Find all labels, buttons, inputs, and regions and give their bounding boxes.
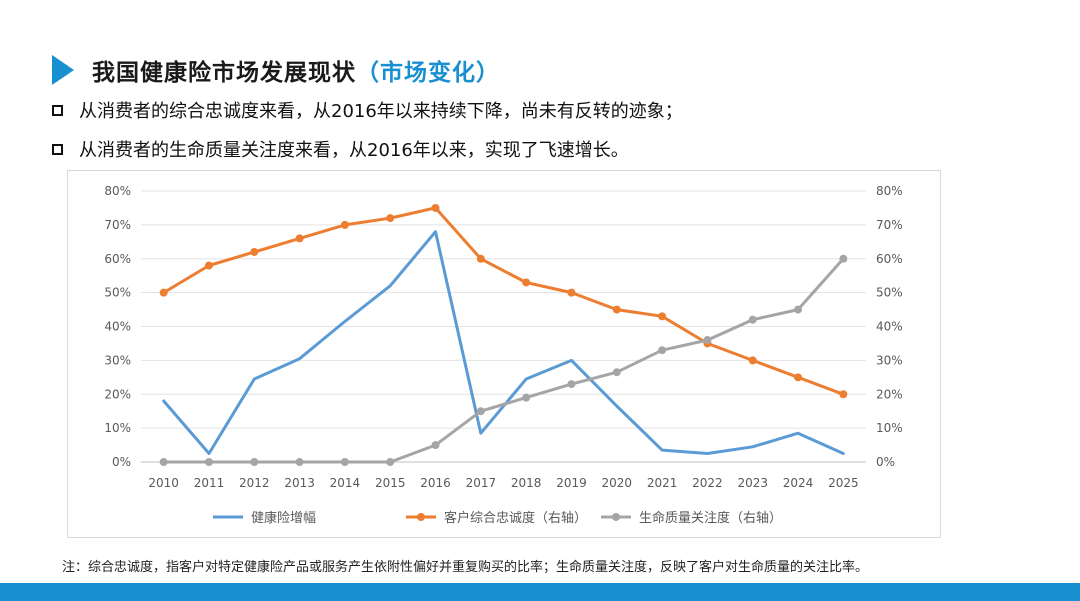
y2-tick-label: 10% (876, 421, 903, 435)
x-tick-label: 2018 (511, 476, 542, 490)
data-point (295, 234, 304, 243)
data-point (250, 458, 259, 466)
y2-tick-label: 20% (876, 387, 903, 401)
bullet-item: 从消费者的生命质量关注度来看，从2016年以来，实现了飞速增长。 (52, 136, 629, 162)
data-point (703, 336, 712, 345)
y2-tick-label: 40% (876, 320, 903, 334)
data-point (295, 458, 304, 466)
data-point (476, 407, 485, 416)
y-tick-label: 70% (104, 218, 131, 232)
data-point (386, 214, 395, 223)
square-bullet-icon (52, 143, 63, 155)
x-tick-label: 2021 (647, 476, 678, 490)
legend-marker (612, 513, 620, 521)
data-point (159, 458, 168, 466)
legend-label: 客户综合忠诚度（右轴） (444, 510, 587, 526)
x-tick-label: 2020 (602, 476, 633, 490)
title-sub: （市场变化） (356, 60, 500, 86)
y2-tick-label: 0% (876, 455, 895, 469)
x-tick-label: 2017 (466, 476, 497, 490)
x-tick-label: 2019 (556, 476, 587, 490)
play-arrow-icon (52, 55, 74, 85)
data-point (748, 315, 757, 324)
x-tick-label: 2014 (330, 476, 361, 490)
y-tick-label: 30% (104, 353, 131, 367)
data-point (250, 247, 259, 256)
data-point (340, 458, 349, 466)
y-tick-label: 80% (104, 184, 131, 198)
y-tick-label: 60% (104, 252, 131, 266)
y2-tick-label: 80% (876, 184, 903, 198)
x-tick-label: 2013 (284, 476, 315, 490)
bullet-item: 从消费者的综合忠诚度来看，从2016年以来持续下降，尚未有反转的迹象； (52, 97, 683, 123)
footnote: 注：综合忠诚度，指客户对特定健康险产品或服务产生依附性偏好并重复购买的比率；生命… (62, 560, 869, 575)
data-point (204, 261, 213, 270)
slide-title: 我国健康险市场发展现状 （市场变化） (52, 52, 500, 88)
data-point (794, 373, 803, 382)
x-tick-label: 2024 (783, 476, 814, 490)
bullet-text: 从消费者的生命质量关注度来看，从2016年以来，实现了飞速增长。 (79, 140, 629, 161)
bottom-accent-bar (0, 583, 1080, 601)
data-point (794, 305, 803, 314)
data-point (612, 305, 621, 314)
x-tick-label: 2011 (194, 476, 225, 490)
series-line (162, 230, 845, 455)
series-line (162, 257, 845, 464)
data-point (431, 203, 440, 212)
x-tick-label: 2023 (737, 476, 768, 490)
data-point (567, 288, 576, 297)
legend-label: 健康险增幅 (251, 510, 316, 526)
series-line (162, 206, 845, 396)
data-point (204, 458, 213, 466)
y-tick-label: 10% (104, 421, 131, 435)
legend-label: 生命质量关注度（右轴） (639, 510, 782, 526)
x-tick-label: 2012 (239, 476, 270, 490)
y2-tick-label: 50% (876, 286, 903, 300)
data-point (476, 254, 485, 263)
data-point (658, 346, 667, 355)
data-point (839, 390, 848, 399)
data-point (612, 368, 621, 377)
data-point (522, 278, 531, 287)
x-tick-label: 2016 (420, 476, 451, 490)
x-tick-label: 2010 (148, 476, 179, 490)
chart-container: 0% 10% 20% 30% 40% 50% 60% 70% 80% 0% 10% 20% 30% 40%… (67, 170, 941, 538)
data-point (340, 220, 349, 229)
data-point (386, 458, 395, 466)
x-tick-label: 2015 (375, 476, 406, 490)
y-tick-label: 20% (104, 387, 131, 401)
data-point (522, 393, 531, 402)
y2-tick-label: 60% (876, 252, 903, 266)
square-bullet-icon (52, 104, 63, 116)
y2-tick-label: 70% (876, 218, 903, 232)
data-point (748, 356, 757, 365)
bullet-text: 从消费者的综合忠诚度来看，从2016年以来持续下降，尚未有反转的迹象； (79, 101, 683, 122)
title-main: 我国健康险市场发展现状 (92, 60, 356, 86)
data-point (431, 441, 440, 450)
legend-marker (417, 513, 425, 521)
data-point (839, 254, 848, 263)
y-tick-label: 50% (104, 286, 131, 300)
y-tick-label: 40% (104, 320, 131, 334)
line-chart: 0% 10% 20% 30% 40% 50% 60% 70% 80% 0% 10% 20% 30% 40%… (104, 184, 903, 526)
y2-tick-label: 30% (876, 353, 903, 367)
data-point (658, 312, 667, 321)
data-point (567, 380, 576, 389)
x-tick-label: 2022 (692, 476, 723, 490)
x-tick-label: 2025 (828, 476, 859, 490)
y-tick-label: 0% (112, 455, 131, 469)
data-point (159, 288, 168, 297)
